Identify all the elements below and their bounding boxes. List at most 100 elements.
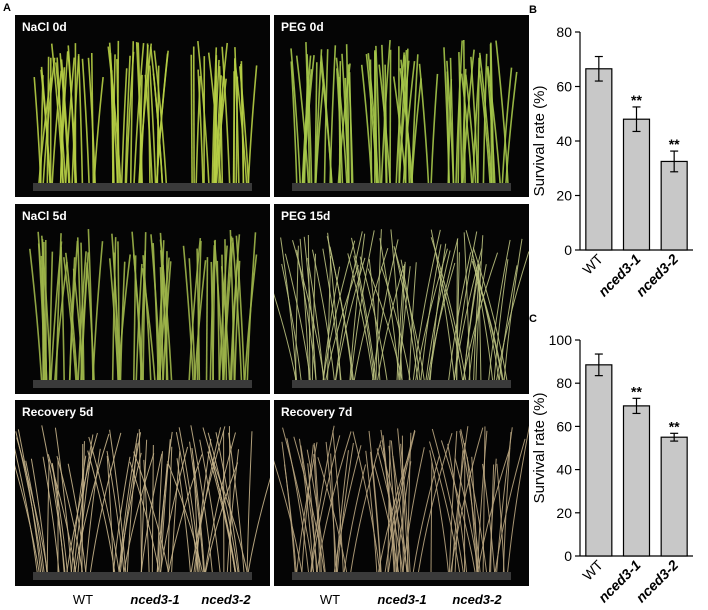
- seedling-blade: [108, 42, 119, 184]
- panel-a-letter: A: [3, 2, 11, 14]
- seedling-blade: [389, 49, 392, 184]
- seedling-blade: [365, 450, 378, 573]
- seedling-blade: [335, 57, 348, 184]
- seedling-blade: [448, 252, 472, 381]
- seedling-blade: [367, 53, 380, 184]
- tray: [292, 183, 511, 191]
- seedling-blade: [205, 257, 209, 381]
- seedling-blade: [489, 458, 497, 573]
- photo-nacl-5d: NaCl 5d: [15, 204, 270, 394]
- seedling-blade: [85, 448, 101, 573]
- seedling-drawing: [290, 39, 518, 191]
- seedling-blade: [501, 67, 513, 184]
- tray: [292, 380, 511, 388]
- seedling-blade: [384, 64, 388, 184]
- seedling-blade: [88, 436, 120, 573]
- y-tick-label: 60: [556, 79, 572, 95]
- seedling-blade: [429, 441, 461, 573]
- seedling-blade: [294, 245, 299, 381]
- seedling-blade: [332, 430, 344, 573]
- seedling-blade: [156, 53, 169, 184]
- seedling-blade: [398, 49, 408, 184]
- seedling-blade: [380, 444, 408, 573]
- seedling-blade: [246, 431, 253, 573]
- seedling-blade: [448, 431, 458, 573]
- seedling-blade: [301, 444, 314, 573]
- bar: [660, 160, 688, 251]
- seedling-blade: [418, 63, 430, 184]
- seedling-blade: [207, 432, 239, 573]
- seedling-blade: [352, 431, 381, 573]
- seedling-blade: [60, 246, 65, 381]
- seedling-blade: [182, 245, 194, 381]
- seedling-blade: [307, 257, 325, 381]
- seedling-blade: [311, 253, 317, 381]
- seedling-blade: [430, 237, 467, 381]
- seedling-blade: [119, 432, 142, 573]
- seedling-blade: [290, 48, 301, 184]
- seedling-blade: [360, 64, 373, 184]
- seedling-blade: [335, 257, 366, 381]
- seedling-blade: [375, 229, 382, 381]
- seedling-blade: [450, 427, 484, 573]
- seedling-blade: [478, 70, 491, 184]
- seedling-blade: [87, 229, 94, 381]
- seedling-blade: [319, 61, 333, 184]
- seedling-blade: [56, 57, 64, 184]
- seedling-blade: [387, 430, 416, 573]
- seedling-blade: [137, 42, 143, 184]
- seedling-blade: [281, 441, 296, 573]
- seedling-blade: [74, 433, 110, 573]
- seedling-blade: [218, 66, 224, 184]
- seedling-blade: [51, 463, 68, 573]
- seedling-drawing: [28, 229, 258, 388]
- seedling-drawing: [274, 229, 529, 388]
- seedling-blade: [126, 443, 138, 573]
- seedling-blade: [118, 452, 142, 573]
- seedling-blade: [51, 70, 62, 184]
- seedling-blade: [476, 430, 488, 573]
- seedling-blade: [310, 425, 335, 573]
- seedling-blade: [431, 428, 464, 573]
- photo-label: NaCl 5d: [22, 209, 67, 223]
- seedling-blade: [347, 253, 374, 381]
- seedling-blade: [313, 442, 322, 573]
- seedling-blade: [37, 231, 48, 381]
- seedling-blade: [167, 446, 173, 573]
- seedling-blade: [458, 52, 463, 184]
- seedling-blade: [156, 451, 163, 573]
- significance-marker: **: [669, 418, 680, 434]
- seedling-blade: [274, 460, 303, 573]
- seedling-blade: [327, 256, 332, 381]
- seedling-blade: [295, 55, 310, 184]
- seedling-blade: [197, 41, 210, 184]
- seedling-blade: [307, 234, 311, 381]
- seedling-blade: [460, 73, 473, 184]
- seedling-blade: [176, 458, 191, 573]
- seedling-blade: [487, 66, 501, 184]
- seedling-blade: [446, 60, 455, 184]
- y-tick-label: 20: [556, 188, 572, 204]
- seedling-blade: [437, 266, 464, 381]
- seedling-blade: [90, 52, 95, 184]
- seedling-blade: [92, 241, 104, 381]
- y-tick-label: 100: [549, 332, 573, 348]
- seedling-blade: [475, 235, 484, 381]
- bar: [622, 118, 651, 251]
- seedling-blade: [60, 59, 71, 184]
- seedling-blade: [190, 54, 193, 184]
- panel-b-letter: B: [529, 4, 537, 16]
- seedling-blade: [447, 443, 468, 573]
- seedling-blade: [300, 445, 318, 573]
- seedling-blade: [188, 238, 202, 381]
- seedling-blade: [490, 42, 495, 184]
- seedling-blade: [148, 65, 157, 184]
- seedling-blade: [359, 256, 388, 381]
- genotype-label-wt: WT: [319, 592, 341, 607]
- photo-recovery-7d: Recovery 7d: [274, 400, 529, 586]
- x-tick-label: nced3-2: [633, 557, 682, 606]
- seedling-blade: [306, 449, 326, 573]
- seedling-drawing: [15, 425, 270, 580]
- seedling-blade: [120, 68, 128, 184]
- seedling-blade: [205, 462, 239, 573]
